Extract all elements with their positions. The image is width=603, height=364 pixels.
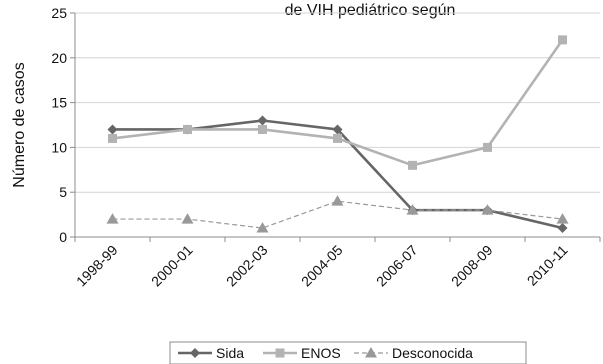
data-point-enos (333, 133, 342, 143)
y-tick-label: 25 (51, 5, 67, 21)
y-tick-label: 10 (51, 139, 67, 155)
data-point-sida (332, 124, 343, 135)
data-point-enos (483, 142, 492, 152)
legend-label-enos: ENOS (301, 345, 341, 361)
legend-label-sida: Sida (216, 345, 244, 361)
y-tick-labels: 0 5 10 15 20 25 (51, 5, 67, 245)
y-tick-label: 5 (59, 184, 67, 200)
data-point-enos (183, 124, 192, 134)
series-enos (108, 35, 567, 170)
series-desconocida (106, 195, 569, 233)
y-tick-label: 0 (59, 229, 67, 245)
data-point-desconocida (556, 213, 569, 224)
legend: Sida ENOS Desconocida (169, 341, 527, 364)
data-point-enos (108, 133, 117, 143)
legend-marker-desconocida (365, 347, 377, 358)
chart-title-fragment: de VIH pediátrico según (285, 2, 456, 19)
data-point-sida (557, 223, 568, 234)
series (106, 35, 569, 234)
data-point-desconocida (181, 213, 194, 224)
data-point-enos (408, 160, 417, 170)
data-point-sida (257, 115, 268, 126)
data-point-sida (107, 124, 118, 135)
data-point-desconocida (256, 222, 269, 233)
gridlines (75, 12, 600, 193)
legend-marker-sida (190, 348, 200, 358)
data-point-desconocida (406, 204, 419, 215)
data-point-enos (258, 124, 267, 134)
data-point-desconocida (331, 195, 344, 206)
y-tick-label: 15 (51, 95, 67, 111)
legend-marker-enos (275, 348, 285, 358)
y-axis-title: Número de casos (11, 62, 28, 187)
axes (70, 12, 601, 242)
data-point-enos (558, 35, 567, 45)
legend-box (169, 341, 527, 364)
data-point-desconocida (106, 213, 119, 224)
data-point-desconocida (481, 204, 494, 215)
legend-label-desconocida: Desconocida (392, 345, 473, 361)
y-tick-label: 20 (51, 50, 67, 66)
